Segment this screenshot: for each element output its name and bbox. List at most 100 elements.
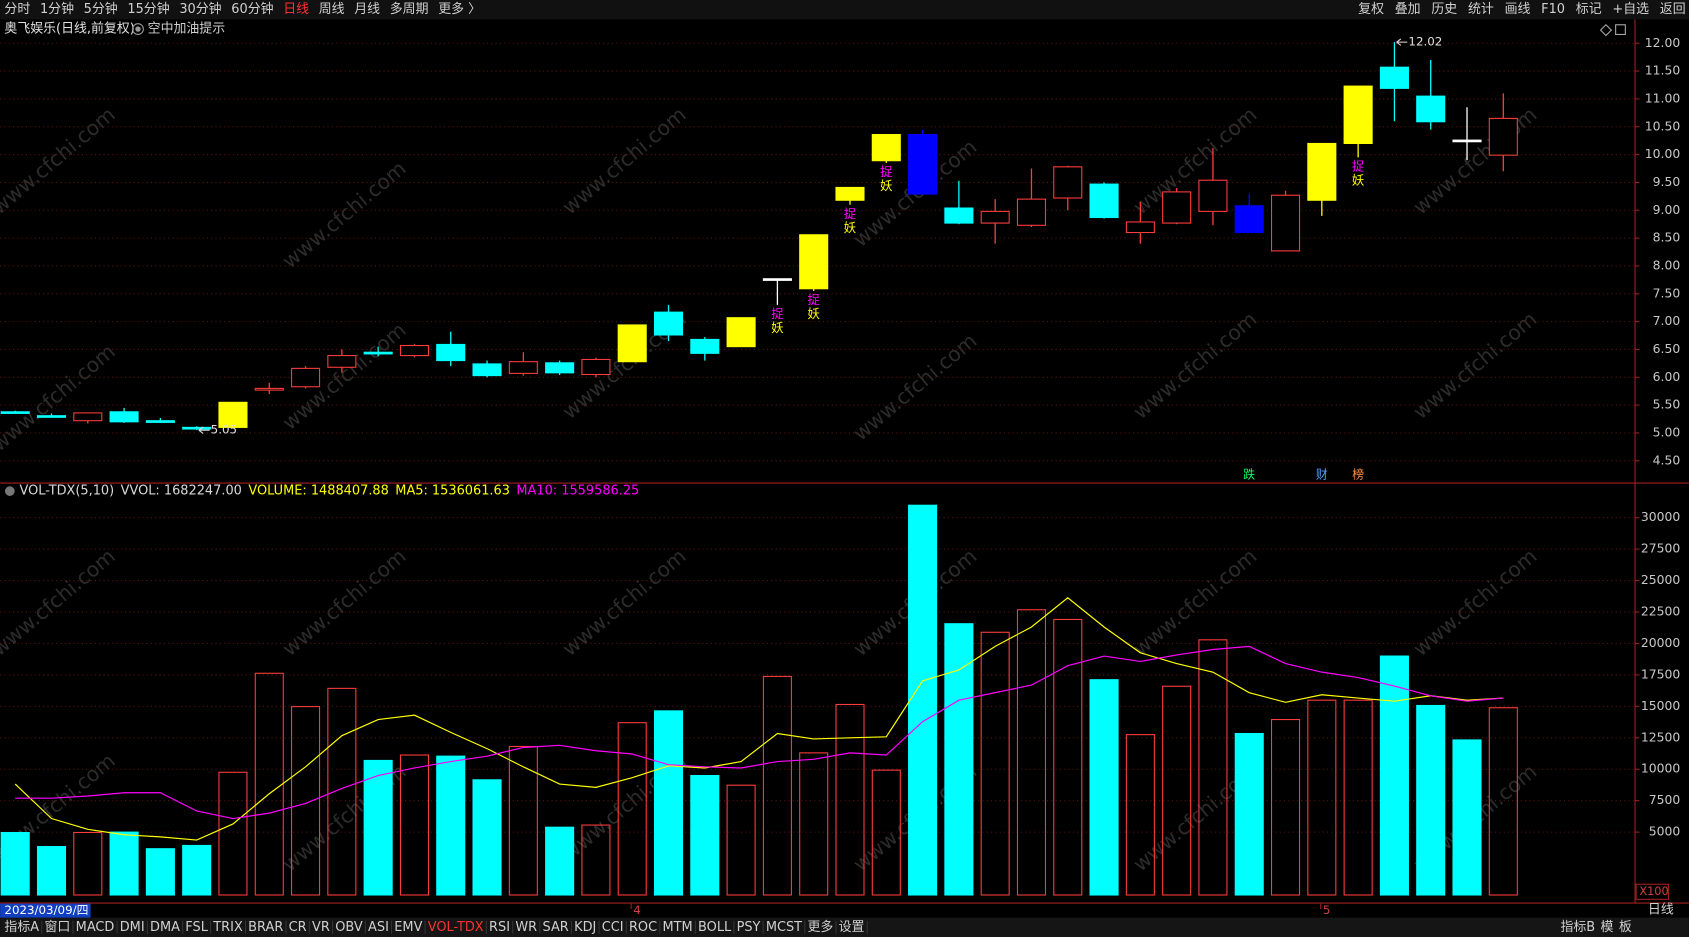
indicator-tab[interactable]: DMI [120, 920, 145, 935]
top-bar [0, 0, 1689, 20]
hint-icon[interactable] [132, 23, 144, 36]
period-tab[interactable]: 更多 〉 [438, 2, 481, 17]
indicator-tab[interactable]: BRAR [248, 920, 283, 935]
y-tick-label: 10.00 [1645, 147, 1681, 161]
indicator-tab[interactable]: DMA [150, 920, 180, 935]
diamond-icon[interactable] [1599, 24, 1613, 37]
candle-body [145, 420, 175, 423]
candle-body [73, 412, 103, 422]
candle-body [0, 411, 30, 414]
volume-bar [690, 774, 720, 896]
candle-body [1089, 183, 1119, 219]
right-tab[interactable]: 模 [1601, 920, 1614, 935]
indicator-tab[interactable]: MACD [76, 920, 115, 935]
y-tick-label: 9.00 [1653, 203, 1681, 217]
tool-button[interactable]: F10 [1541, 2, 1565, 17]
event-marker[interactable]: 跌 [1243, 467, 1255, 481]
indicator-tab[interactable]: ASI [368, 920, 389, 935]
indicator-tab[interactable]: MCST [766, 920, 802, 935]
candle-body [835, 186, 865, 201]
event-marker[interactable]: 财 [1316, 467, 1328, 481]
indicator-tab[interactable]: CR [289, 920, 307, 935]
period-tab[interactable]: 分时 [4, 2, 30, 17]
indicator-tab[interactable]: VR [312, 920, 330, 935]
tool-button[interactable]: 历史 [1431, 2, 1457, 17]
period-tab[interactable]: 15分钟 [127, 1, 169, 17]
period-tab[interactable]: 日线 [283, 2, 309, 17]
tool-button[interactable]: 标记 [1576, 2, 1602, 17]
indicator-tab[interactable]: VOL-TDX [428, 920, 484, 935]
annotation-arrow [198, 426, 210, 434]
indicator-tab[interactable]: 更多 [807, 920, 833, 935]
volume-bar [1307, 699, 1337, 896]
period-tab[interactable]: 60分钟 [231, 1, 273, 17]
unit-label: X100 [1639, 885, 1668, 898]
indicator-tab[interactable]: 设置 [839, 920, 865, 935]
square-icon[interactable] [1615, 24, 1626, 36]
indicator-tab[interactable]: OBV [335, 920, 363, 935]
y-tick-label: 11.50 [1645, 64, 1681, 78]
y-tick-label: 22500 [1641, 605, 1680, 619]
unit-box [1635, 883, 1669, 900]
y-tick-label: 25000 [1641, 573, 1680, 587]
indicator-tab[interactable]: SAR [543, 920, 569, 935]
signal: 妖 [1352, 174, 1364, 188]
indicator-tab[interactable]: KDJ [574, 920, 596, 935]
candle-body [1343, 85, 1373, 144]
right-tab[interactable]: 指标B [1561, 920, 1596, 935]
indicator-tab[interactable]: EMV [394, 920, 422, 935]
indicator-tab[interactable]: PSY [737, 920, 761, 935]
y-tick-label: 6.50 [1653, 342, 1681, 356]
indicator-icon[interactable] [4, 486, 15, 496]
period-tab[interactable]: 5分钟 [84, 1, 118, 17]
y-tick-label: 5.00 [1653, 425, 1681, 439]
volume-bar [762, 675, 792, 896]
indicator-tab[interactable]: ROC [629, 920, 657, 935]
legend-text: VVOL: 1682247.00 [121, 484, 242, 499]
indicator-tab[interactable]: CCI [602, 920, 624, 935]
tool-button[interactable]: 画线 [1505, 2, 1531, 17]
volume-bar [617, 722, 647, 896]
volume-bar [182, 844, 212, 896]
volume-bar [472, 779, 502, 896]
signal: 捉 [771, 306, 784, 321]
candle-body [908, 134, 938, 195]
candle-body [762, 278, 792, 281]
tool-button[interactable]: 复权 [1358, 1, 1384, 17]
tool-button[interactable]: 统计 [1468, 2, 1494, 17]
tool-button[interactable]: +自选 [1612, 2, 1649, 17]
indicator-tab[interactable]: 指标A [4, 920, 39, 935]
indicator-tab[interactable]: WR [515, 920, 537, 935]
period-tab[interactable]: 1分钟 [40, 1, 74, 17]
indicator-tab[interactable]: 窗口 [44, 919, 70, 935]
volume-bar [726, 784, 756, 896]
candle-body [254, 387, 284, 391]
volume-bar [36, 846, 67, 896]
period-tab[interactable]: 30分钟 [179, 1, 221, 17]
indicator-tab[interactable]: FSL [185, 920, 208, 935]
volume-bar [1379, 655, 1409, 896]
event-marker[interactable]: 榜 [1352, 467, 1364, 481]
tool-button[interactable]: 返回 [1660, 2, 1686, 17]
y-tick-label: 10.50 [1645, 119, 1681, 133]
indicator-tab[interactable]: RSI [489, 920, 510, 935]
period-tab[interactable]: 月线 [354, 2, 380, 17]
candle-body [617, 324, 647, 363]
hint[interactable]: 空中加油提示 [148, 21, 226, 37]
candle-body [109, 411, 139, 423]
indicator-tab[interactable]: MTM [662, 920, 692, 935]
volume-bar [508, 745, 538, 896]
right-tab[interactable]: 板 [1619, 920, 1632, 935]
indicator-tab[interactable]: BOLL [698, 920, 732, 935]
period-tab[interactable]: 多周期 [390, 2, 429, 17]
tool-button[interactable]: 叠加 [1395, 2, 1421, 17]
indicator-tab[interactable]: TRIX [212, 920, 243, 935]
candle-body [944, 207, 974, 224]
signal: 妖 [880, 179, 892, 193]
y-tick-label: 8.50 [1653, 231, 1681, 245]
candle-body [1234, 205, 1264, 234]
signal: 妖 [844, 221, 856, 235]
period-tab[interactable]: 周线 [319, 2, 345, 17]
volume-bar [363, 759, 393, 896]
